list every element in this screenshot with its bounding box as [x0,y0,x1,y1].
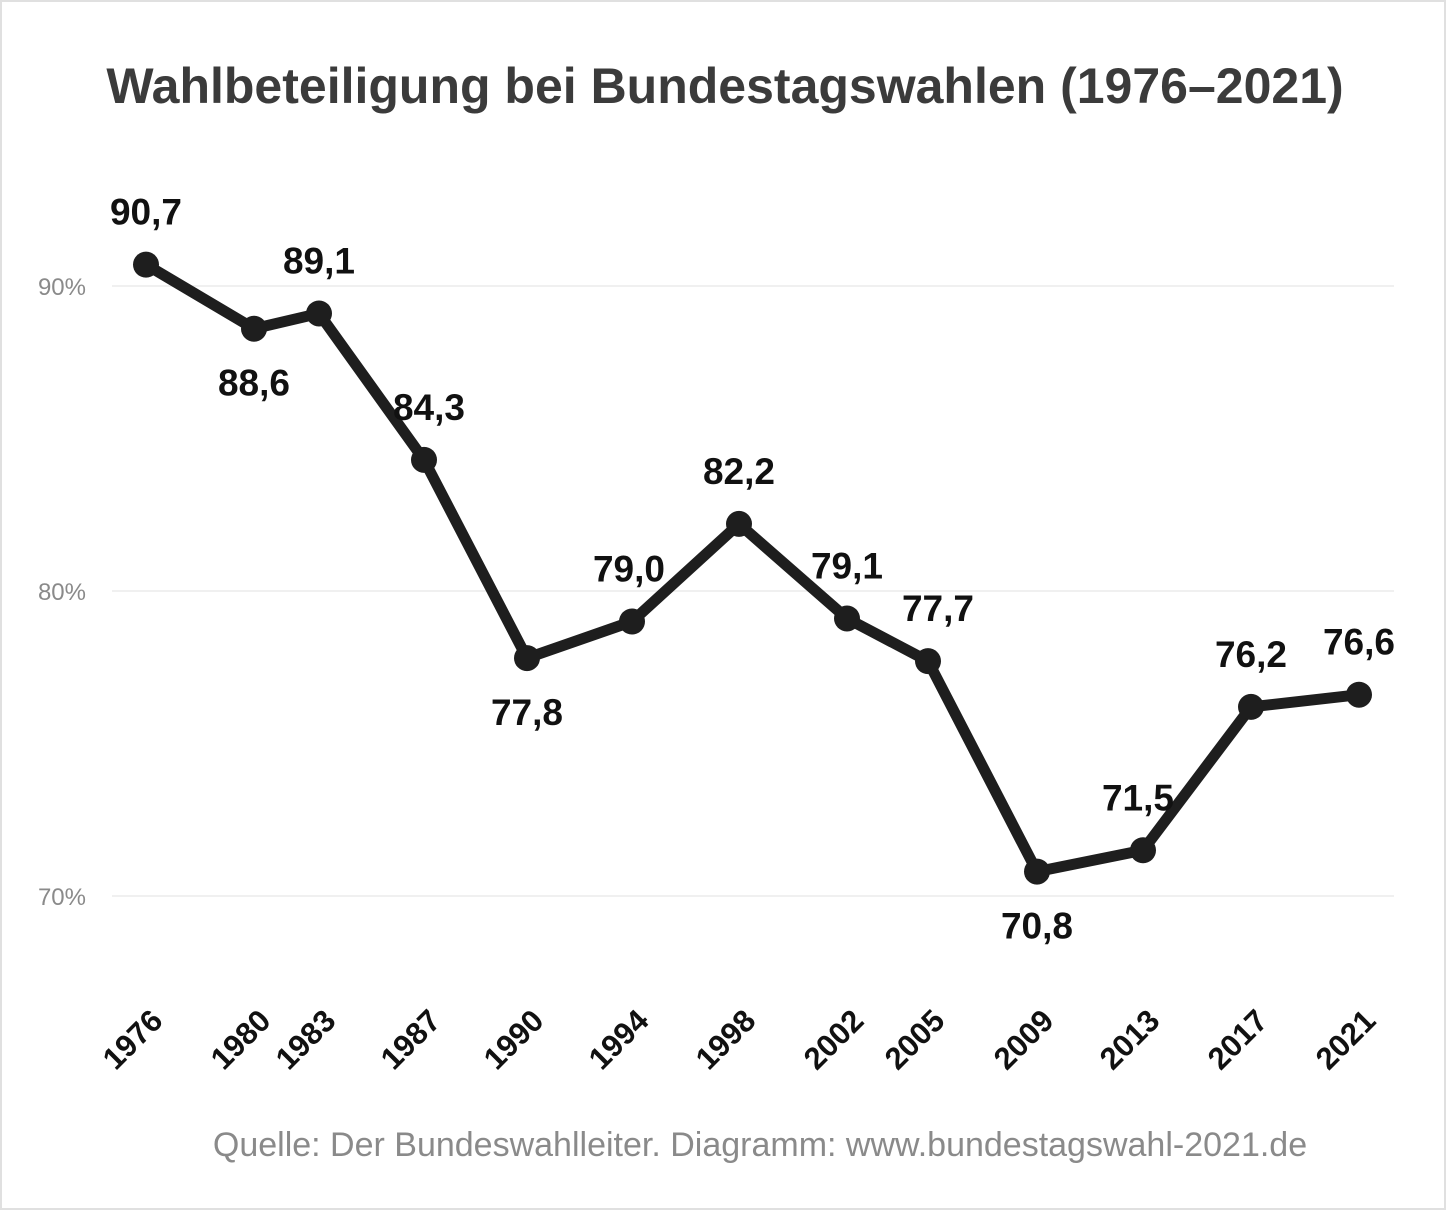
data-point [834,605,860,632]
x-tick-label: 2021 [1309,1003,1383,1077]
x-tick-label: 2017 [1201,1003,1275,1077]
series-line [143,259,1360,878]
data-point [241,315,267,342]
data-point [411,446,437,473]
x-tick-label: 2013 [1093,1003,1167,1077]
y-tick-label: 70% [38,884,86,911]
data-label: 79,0 [593,549,665,590]
data-point [1130,837,1156,864]
data-point [915,648,941,675]
data-label: 70,8 [1001,906,1073,947]
data-label: 71,5 [1102,777,1174,818]
data-label: 76,2 [1215,634,1287,675]
x-tick-label: 2002 [797,1003,871,1077]
x-tick-label: 1990 [477,1003,551,1077]
y-tick-label: 80% [38,579,86,606]
data-label: 79,1 [811,545,883,586]
x-tick-label: 2009 [987,1003,1061,1077]
y-tick-label: 90% [38,274,86,301]
data-label: 90,7 [110,192,182,233]
x-tick-label: 1998 [689,1003,763,1077]
x-tick-label: 1994 [582,1002,656,1076]
x-tick-label: 2005 [878,1003,952,1077]
data-point [514,645,540,672]
chart-title: Wahlbeteiligung bei Bundestagswahlen (19… [106,58,1344,114]
data-label: 89,1 [283,240,355,281]
data-label: 88,6 [218,363,290,404]
source-note: Quelle: Der Bundeswahlleiter. Diagramm: … [212,1126,1308,1164]
data-point [1346,681,1372,708]
data-label: 76,6 [1323,622,1395,663]
x-tick-label: 1976 [96,1003,170,1077]
data-label: 82,2 [703,451,775,492]
data-point [1238,693,1264,720]
data-label: 77,7 [902,588,974,629]
data-label: 84,3 [393,387,465,428]
data-point [1024,858,1050,885]
x-tick-label: 1980 [204,1003,278,1077]
x-tick-label: 1983 [269,1003,343,1077]
data-point [133,251,159,278]
data-point [619,608,645,635]
x-tick-label: 1987 [374,1003,448,1077]
data-point [306,300,332,327]
data-point [726,510,752,537]
data-label: 77,8 [491,692,563,733]
